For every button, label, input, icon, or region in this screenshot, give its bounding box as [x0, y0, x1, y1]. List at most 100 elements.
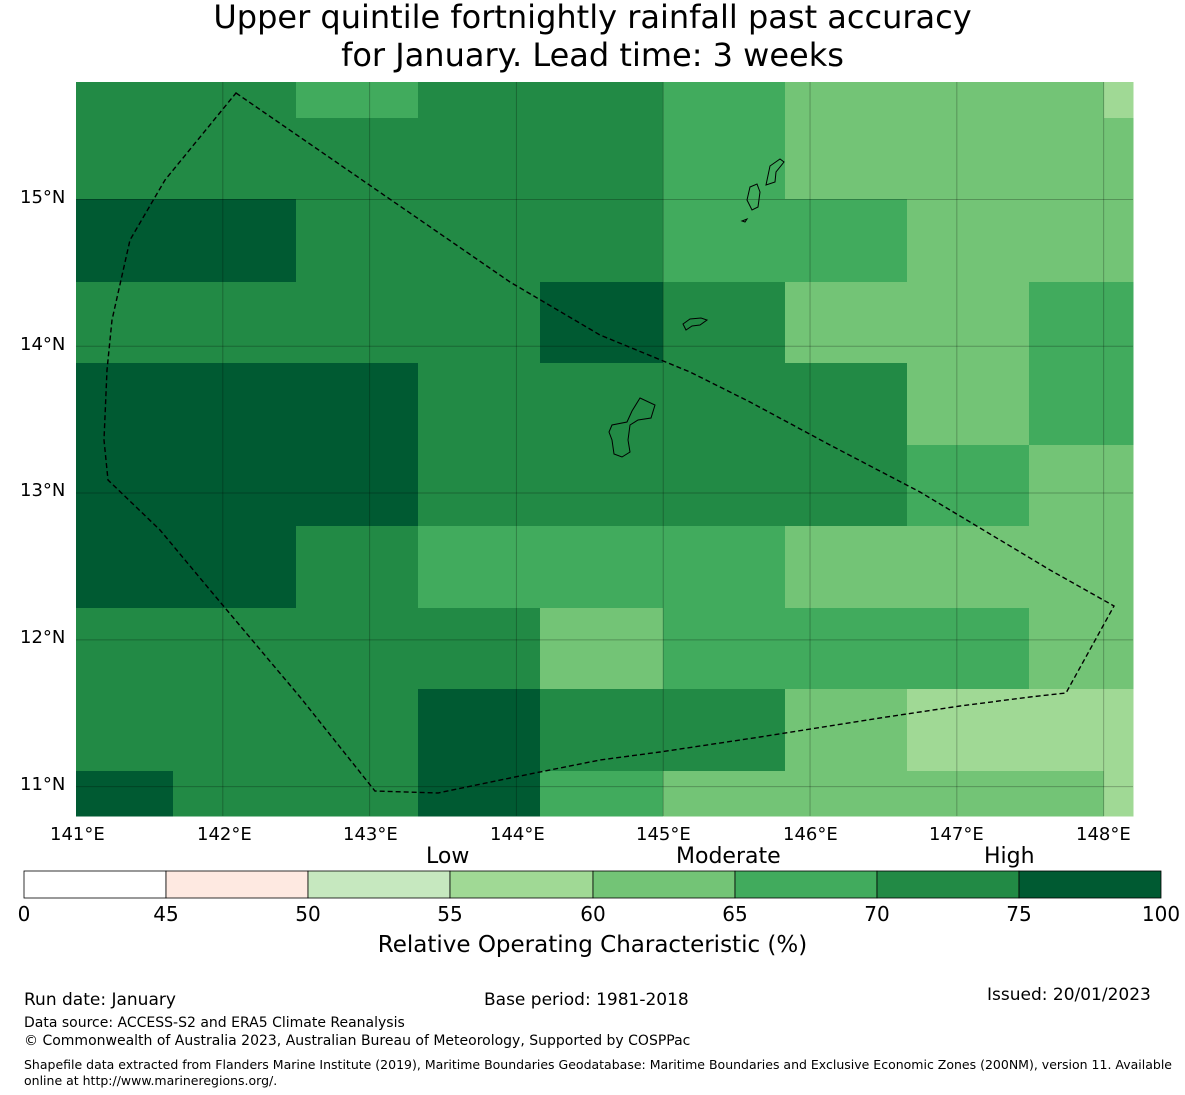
roc-cell	[173, 199, 297, 283]
roc-cell	[663, 363, 786, 446]
roc-cell	[785, 199, 908, 283]
colorbar-segment	[23, 870, 167, 899]
roc-cell	[1104, 199, 1134, 283]
eez-boundary	[103, 92, 1115, 794]
roc-cell	[76, 526, 174, 609]
roc-cell	[76, 118, 174, 200]
colorbar-tick: 0	[17, 902, 31, 926]
roc-cell	[1029, 526, 1105, 609]
roc-cell	[540, 445, 664, 527]
aguijan-island	[740, 217, 749, 223]
roc-cell	[785, 82, 908, 119]
roc-cell	[540, 282, 664, 364]
roc-cell	[296, 689, 419, 772]
roc-grid-cells	[76, 82, 1134, 817]
lon-label-143: 143°E	[343, 824, 398, 845]
tinian-island	[746, 183, 761, 211]
roc-cell	[1104, 118, 1134, 200]
roc-cell	[663, 282, 786, 364]
chart-title-line1: Upper quintile fortnightly rainfall past…	[213, 0, 972, 36]
roc-cell	[296, 445, 419, 527]
roc-cell	[1104, 771, 1134, 817]
lon-label-142: 142°E	[197, 824, 252, 845]
lon-label-148: 148°E	[1076, 824, 1131, 845]
base-period: Base period: 1981-2018	[484, 990, 689, 1010]
roc-cell	[1029, 282, 1105, 364]
roc-cell	[76, 282, 174, 364]
lat-label-15: 15°N	[20, 187, 66, 208]
chart-title-line2: for January. Lead time: 3 weeks	[341, 36, 844, 74]
lat-lon-gridlines	[76, 82, 1133, 816]
roc-cell	[418, 363, 541, 446]
roc-cell	[173, 282, 297, 364]
roc-cell	[785, 689, 908, 772]
roc-cell	[173, 118, 297, 200]
roc-cell	[173, 526, 297, 609]
roc-cell	[1029, 82, 1105, 119]
lat-label-11: 11°N	[20, 774, 66, 795]
roc-cell	[785, 363, 908, 446]
colorbar-segment	[165, 870, 309, 899]
roc-cell	[785, 608, 908, 690]
roc-cell	[173, 689, 297, 772]
lon-label-145: 145°E	[636, 824, 691, 845]
roc-cell	[296, 608, 419, 690]
rota-island	[682, 317, 709, 331]
roc-map	[23, 82, 1162, 899]
roc-cell	[1104, 363, 1134, 446]
roc-cell	[785, 771, 908, 817]
lon-label-146: 146°E	[783, 824, 838, 845]
lat-label-13: 13°N	[20, 480, 66, 501]
colorbar-tick: 70	[864, 902, 890, 926]
roc-cell	[76, 363, 174, 446]
roc-cell	[173, 445, 297, 527]
colorbar-title: Relative Operating Characteristic (%)	[377, 932, 808, 958]
roc-cell	[418, 82, 541, 119]
copyright: © Commonwealth of Australia 2023, Austra…	[24, 1033, 691, 1049]
data-source: Data source: ACCESS-S2 and ERA5 Climate …	[24, 1015, 405, 1031]
roc-cell	[663, 526, 786, 609]
roc-cell	[76, 689, 174, 772]
lon-label-141: 141°E	[50, 824, 105, 845]
roc-cell	[907, 445, 1030, 527]
roc-cell	[907, 526, 1030, 609]
roc-cell	[173, 82, 297, 119]
saipan-island	[765, 158, 785, 186]
roc-cell	[1029, 608, 1105, 690]
roc-cell	[540, 526, 664, 609]
guam-island	[608, 397, 656, 458]
roc-cell	[296, 363, 419, 446]
roc-cell	[76, 82, 174, 119]
lon-label-144: 144°E	[490, 824, 545, 845]
roc-cell	[907, 608, 1030, 690]
lat-label-12: 12°N	[20, 627, 66, 648]
colorbar-segment	[592, 870, 736, 899]
roc-cell	[907, 771, 1030, 817]
roc-cell	[1104, 282, 1134, 364]
colorbar-segment	[734, 870, 878, 899]
roc-cell	[296, 526, 419, 609]
roc-cell	[1029, 771, 1105, 817]
run-date: Run date: January	[24, 990, 176, 1010]
roc-cell	[76, 608, 174, 690]
roc-cell	[540, 363, 664, 446]
roc-cell	[173, 363, 297, 446]
roc-cell	[418, 199, 541, 283]
roc-cell	[907, 118, 1030, 200]
roc-cell	[907, 363, 1030, 446]
colorbar-segment	[449, 870, 594, 899]
roc-cell	[1104, 689, 1134, 772]
roc-cell	[540, 608, 664, 690]
roc-cell	[1104, 526, 1134, 609]
roc-cell	[907, 689, 1030, 772]
colorbar-tick: 60	[580, 902, 606, 926]
roc-cell	[785, 445, 908, 527]
roc-cell	[418, 526, 541, 609]
lat-label-14: 14°N	[20, 334, 66, 355]
roc-cell	[76, 199, 174, 283]
roc-cell	[907, 282, 1030, 364]
roc-cell	[1104, 445, 1134, 527]
colorbar-segment	[876, 870, 1020, 899]
roc-cell	[76, 771, 174, 817]
roc-cell	[540, 689, 664, 772]
